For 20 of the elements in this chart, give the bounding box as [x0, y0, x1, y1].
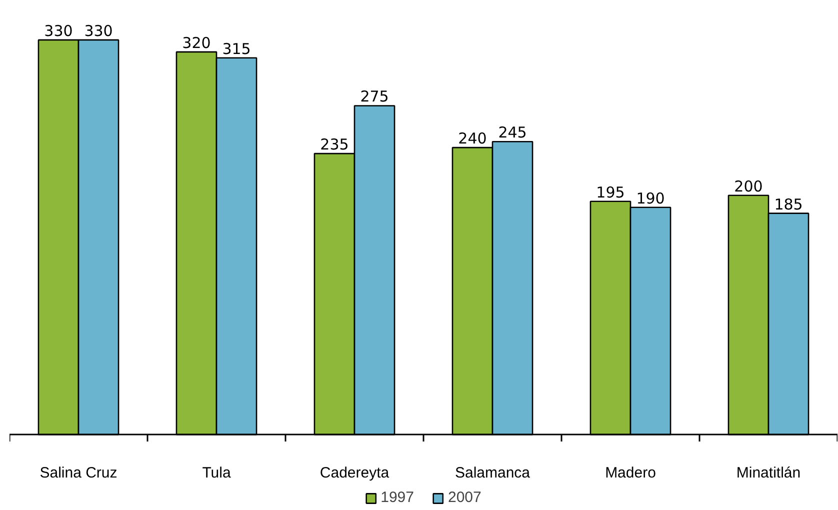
x-tick-label: Madero [605, 464, 656, 482]
data-label: 190 [636, 189, 665, 208]
data-label: 330 [44, 22, 73, 40]
data-label: 200 [734, 177, 763, 196]
legend-label: 1997 [380, 489, 414, 506]
x-tick-label: Minatitlán [736, 464, 801, 482]
data-label: 330 [84, 22, 113, 40]
data-label: 240 [458, 130, 487, 148]
data-label: 245 [498, 124, 527, 142]
data-label: 315 [222, 40, 251, 58]
data-label: 320 [182, 34, 211, 52]
x-tick-label: Salina Cruz [40, 464, 118, 482]
data-label: 235 [320, 136, 349, 154]
data-label: 185 [774, 195, 803, 214]
x-tick-label: Salamanca [454, 464, 531, 482]
x-tick-label: Tula [202, 464, 232, 482]
x-tick-label: Cadereyta [320, 464, 390, 482]
legend-label: 2007 [448, 489, 482, 506]
data-label: 195 [596, 183, 625, 202]
data-label: 275 [360, 88, 389, 106]
